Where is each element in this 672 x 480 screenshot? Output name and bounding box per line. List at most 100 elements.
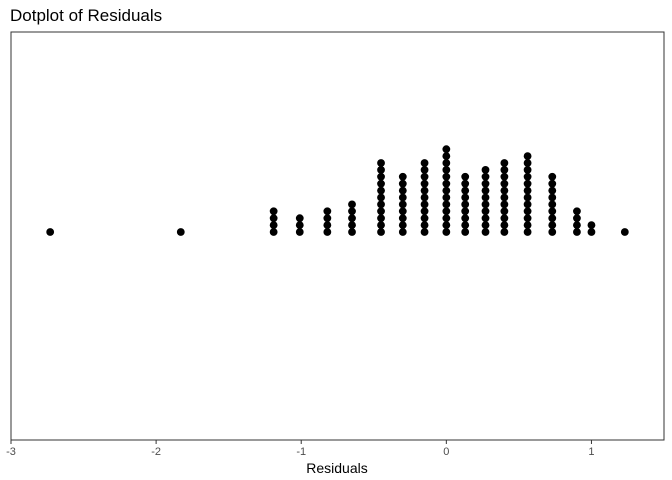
dot-point bbox=[500, 214, 509, 223]
dot-point bbox=[500, 179, 509, 188]
dot-point bbox=[398, 228, 407, 236]
dot-point bbox=[573, 221, 581, 230]
dot-point bbox=[461, 200, 470, 209]
dot-point bbox=[348, 221, 356, 230]
dot-point bbox=[548, 207, 557, 216]
dot-point bbox=[500, 228, 509, 236]
dot-point bbox=[461, 207, 470, 216]
dot-point bbox=[323, 228, 332, 236]
dot-point bbox=[548, 228, 557, 236]
dot-point bbox=[481, 214, 490, 223]
dot-point bbox=[295, 228, 304, 236]
dot-point bbox=[481, 207, 490, 216]
dot-point bbox=[481, 193, 490, 202]
dot-point bbox=[500, 207, 509, 216]
dot-point bbox=[548, 221, 557, 230]
dot-point bbox=[398, 200, 407, 209]
x-tick-label: 0 bbox=[443, 446, 449, 458]
dot-point bbox=[548, 179, 557, 188]
dot-point bbox=[523, 214, 532, 223]
dot-point bbox=[523, 207, 532, 216]
dot-point bbox=[442, 186, 451, 195]
dot-point bbox=[269, 214, 278, 223]
dot-point bbox=[461, 193, 470, 202]
dot-point bbox=[269, 228, 278, 236]
dot-point bbox=[481, 179, 490, 188]
dot-point bbox=[398, 186, 407, 195]
dot-point bbox=[523, 179, 532, 188]
dot-point bbox=[398, 207, 407, 216]
dot-point bbox=[523, 159, 532, 167]
dot-point bbox=[523, 193, 532, 202]
dots-group bbox=[46, 145, 629, 236]
dot-point bbox=[481, 172, 490, 181]
dot-point bbox=[420, 166, 429, 174]
dot-point bbox=[420, 221, 429, 230]
dot-point bbox=[620, 228, 629, 236]
dot-point bbox=[481, 200, 490, 209]
plot-panel bbox=[10, 31, 665, 441]
dot-point bbox=[523, 152, 532, 161]
dot-point bbox=[523, 186, 532, 195]
chart-title: Dotplot of Residuals bbox=[10, 6, 162, 25]
dot-point bbox=[523, 166, 532, 174]
dot-point bbox=[500, 172, 509, 181]
dot-point bbox=[442, 200, 451, 209]
x-axis-label: Residuals bbox=[306, 460, 367, 476]
dot-point bbox=[500, 221, 509, 230]
dot-point bbox=[500, 186, 509, 195]
dot-point bbox=[461, 186, 470, 195]
dot-point bbox=[420, 186, 429, 195]
dot-point bbox=[420, 179, 429, 188]
dot-point bbox=[523, 172, 532, 181]
dot-point bbox=[442, 221, 451, 230]
dot-point bbox=[442, 193, 451, 202]
x-tick-label: 1 bbox=[588, 446, 594, 458]
dot-point bbox=[548, 214, 557, 223]
dot-point bbox=[548, 193, 557, 202]
dot-point bbox=[481, 221, 490, 230]
dot-point bbox=[323, 221, 332, 230]
dot-point bbox=[377, 159, 385, 167]
dot-point bbox=[481, 166, 490, 174]
dot-point bbox=[523, 228, 532, 236]
dot-point bbox=[500, 159, 509, 167]
dot-point bbox=[548, 200, 557, 209]
dot-point bbox=[500, 200, 509, 209]
dot-point bbox=[587, 228, 596, 236]
dot-point bbox=[500, 193, 509, 202]
dot-point bbox=[420, 193, 429, 202]
dot-point bbox=[523, 200, 532, 209]
dot-point bbox=[442, 228, 451, 236]
dot-point bbox=[348, 207, 356, 216]
dot-point bbox=[323, 207, 332, 216]
dot-point bbox=[548, 172, 557, 181]
dot-point bbox=[377, 221, 385, 230]
dot-point bbox=[398, 221, 407, 230]
dot-point bbox=[377, 166, 385, 174]
dot-point bbox=[295, 221, 304, 230]
dot-point bbox=[461, 221, 470, 230]
dot-point bbox=[398, 193, 407, 202]
dot-point bbox=[377, 172, 385, 181]
x-axis-ticks: -3 -2 -1 0 1 bbox=[6, 440, 595, 458]
dot-point bbox=[46, 228, 55, 236]
dot-point bbox=[442, 179, 451, 188]
dot-point bbox=[420, 159, 429, 167]
dot-point bbox=[573, 228, 581, 236]
dot-point bbox=[398, 179, 407, 188]
dot-point bbox=[377, 228, 385, 236]
dot-point bbox=[461, 179, 470, 188]
dot-point bbox=[481, 186, 490, 195]
dot-point bbox=[461, 214, 470, 223]
dot-point bbox=[420, 214, 429, 223]
dot-point bbox=[461, 228, 470, 236]
dot-point bbox=[461, 172, 470, 181]
x-tick-label: -2 bbox=[151, 446, 161, 458]
dot-point bbox=[377, 186, 385, 195]
dot-point bbox=[442, 172, 451, 181]
dot-point bbox=[377, 214, 385, 223]
dot-point bbox=[442, 159, 451, 167]
dot-point bbox=[442, 145, 451, 154]
